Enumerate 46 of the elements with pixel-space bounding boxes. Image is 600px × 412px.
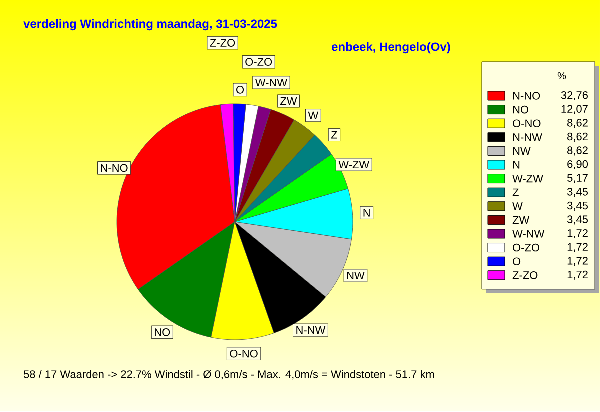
slice-label: N-NW	[296, 326, 326, 334]
legend-label: O	[513, 258, 521, 266]
data-label: 12,07	[562, 105, 588, 114]
category-label: Z-ZO	[210, 39, 236, 47]
legend-label: N-NW	[513, 134, 542, 142]
slice-label: O-NO	[230, 350, 258, 358]
legend-title: %	[558, 72, 566, 80]
legend-label: W	[512, 202, 523, 210]
slice-label: N	[364, 209, 370, 217]
slice-label: W-NW	[255, 78, 288, 87]
data-label: 8,62	[568, 146, 588, 156]
legend-label: O-NO	[513, 120, 541, 128]
slice-label: NW	[347, 272, 365, 280]
text: 58 / 17 Waarden -> 22.7% Windstil - Ø 0,6m/s - Max. 4,0m/s = Windstoten - 51.7 km	[24, 370, 434, 380]
data-label: 32,76	[561, 91, 588, 101]
slice-label: Z	[331, 131, 338, 139]
data-label: 8,62	[568, 132, 588, 142]
slice-label: O	[236, 86, 244, 94]
legend-label: O-ZO	[513, 244, 540, 252]
legend-label: NO	[513, 106, 529, 114]
data-label: 3,45	[567, 188, 588, 198]
legend-label: ZW	[512, 216, 530, 224]
data-label: 1,72	[568, 243, 588, 252]
legend-label: W-ZW	[512, 175, 544, 183]
data-label: 6,90	[568, 160, 588, 170]
slice-label: W-ZW	[338, 160, 370, 169]
legend-label: N	[513, 161, 520, 169]
chart-title: verdeling Windrichting maandag, 31-03-2025	[24, 19, 278, 31]
data-label: 8,62	[568, 119, 588, 128]
legend-label: NW	[513, 147, 531, 155]
legend-label: N-NO	[513, 92, 540, 100]
legend-label: Z	[512, 188, 519, 196]
chart-subtitle: enbeek, Hengelo(Ov)	[332, 42, 450, 54]
data-label: 5,17	[567, 174, 588, 184]
slice-label: O-ZO	[246, 58, 272, 66]
slice-label: W	[308, 112, 319, 120]
data-label: 1,72	[568, 257, 588, 266]
slice-label: ZW	[280, 97, 298, 106]
legend-label: Z-ZO	[512, 272, 538, 280]
data-label: 1,72	[568, 229, 588, 239]
data-label: 3,45	[567, 202, 588, 211]
data-label: 1,72	[568, 270, 588, 280]
legend-label: W-NW	[512, 230, 545, 238]
slice-label: N-NO	[101, 164, 128, 172]
data-label: 3,45	[567, 216, 588, 225]
slice-label: NO	[155, 328, 170, 336]
